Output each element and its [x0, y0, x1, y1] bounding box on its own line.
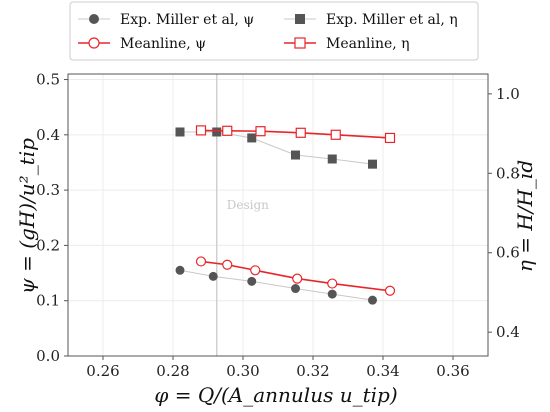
- y-left-tick-label-2: 0.2: [36, 236, 60, 254]
- point-s1-0: [175, 127, 185, 137]
- point-s2-0: [195, 256, 207, 267]
- y-right-tick-label-1: 0.6: [496, 244, 520, 262]
- legend-entry-exp-eta: Exp. Miller et al, η: [284, 12, 458, 28]
- x-tick-label-4: 0.34: [366, 362, 399, 380]
- point-s0-5: [368, 295, 377, 305]
- legend-label-exp-eta: Exp. Miller et al, η: [326, 12, 458, 28]
- series-line-0: [179, 269, 373, 301]
- point-s0-3: [291, 284, 300, 294]
- y-axis-label-right: η = H/H_id: [513, 160, 537, 272]
- legend-entry-meanline-psi: Meanline, ψ: [78, 36, 206, 52]
- point-s0-4: [327, 289, 337, 299]
- x-axis-label: φ = Q/(A_annulus u_tip): [154, 383, 397, 407]
- x-tick-label-0: 0.26: [86, 362, 119, 380]
- legend-entry-exp-psi: Exp. Miller et al, ψ: [78, 12, 254, 28]
- y-left-tick-label-5: 0.5: [36, 71, 60, 89]
- legend-marker-square-open: [294, 37, 306, 49]
- point-s3-2: [255, 126, 266, 137]
- y-axis-label-left: ψ = (gH)/u²_tip: [15, 138, 39, 294]
- point-s0-2: [247, 276, 257, 286]
- point-s3-3: [295, 127, 306, 138]
- point-s3-4: [330, 129, 341, 140]
- point-s0-1: [208, 271, 218, 281]
- y-right-tick-label-0: 0.4: [496, 323, 520, 341]
- point-s2-2: [250, 265, 261, 276]
- y-left-tick-label-0: 0.0: [36, 347, 60, 365]
- y-left-tick-label-4: 0.4: [36, 126, 60, 144]
- legend-marker-circle-filled: [89, 14, 99, 24]
- point-s2-4: [327, 278, 338, 289]
- x-tick-label-3: 0.32: [296, 362, 329, 380]
- legend-marker-circle-open: [88, 37, 100, 49]
- point-s1-3: [291, 150, 300, 160]
- point-s1-5: [368, 159, 377, 169]
- legend-entry-meanline-eta: Meanline, η: [284, 36, 410, 52]
- y-right-tick-label-2: 0.8: [496, 164, 520, 182]
- plot-area: Design 0.26 0.28 0.30 0.32 0.34 0.36 0.0 0.1 0.2 0…: [36, 71, 520, 380]
- y-right-tick-label-3: 1.0: [496, 85, 520, 103]
- point-s1-2: [247, 133, 257, 143]
- legend-label-meanline-psi: Meanline, ψ: [120, 36, 206, 52]
- y-left-tick-label-1: 0.1: [36, 292, 60, 310]
- design-annotation: Design: [227, 198, 269, 212]
- point-s2-1: [222, 259, 233, 270]
- x-tick-label-5: 0.36: [436, 362, 469, 380]
- point-s3-1: [222, 125, 233, 136]
- legend: Exp. Miller et al, ψ Exp. Miller et al, …: [69, 1, 479, 61]
- legend-label-exp-psi: Exp. Miller et al, ψ: [120, 12, 254, 28]
- point-s0-0: [175, 265, 185, 275]
- legend-frame: [69, 1, 479, 61]
- legend-marker-square-filled: [295, 14, 305, 24]
- point-s2-3: [292, 273, 303, 284]
- y-left-tick-label-3: 0.3: [36, 181, 60, 199]
- point-s2-5: [384, 285, 396, 296]
- plot-frame: [67, 73, 489, 357]
- x-tick-label-1: 0.28: [156, 362, 189, 380]
- point-s3-5: [384, 132, 396, 144]
- point-s1-1: [212, 127, 222, 137]
- point-s3-0: [195, 125, 207, 136]
- x-tick-label-2: 0.30: [226, 362, 259, 380]
- series-line-1: [180, 131, 373, 165]
- legend-label-meanline-eta: Meanline, η: [326, 36, 410, 52]
- point-s1-4: [327, 154, 337, 164]
